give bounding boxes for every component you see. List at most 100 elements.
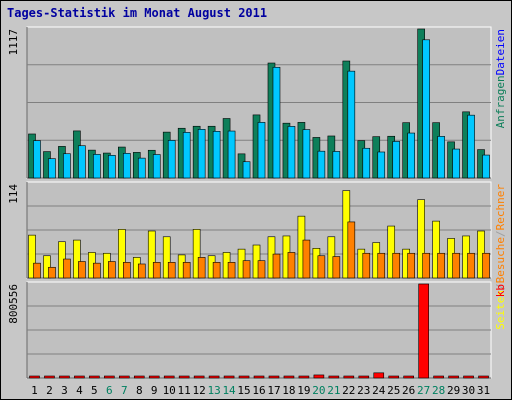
- bar-top-dateien-4: [78, 145, 86, 179]
- bar-bottom-kb-26: [403, 375, 414, 379]
- x-tick-label-6: 6: [106, 384, 113, 397]
- bar-middle-besuche-13: [212, 262, 221, 279]
- bar-bottom-kb-25: [388, 375, 400, 379]
- bar-top-dateien-31: [482, 154, 490, 179]
- bar-middle-besuche-16: [257, 260, 266, 279]
- x-tick-label-27: 27: [417, 384, 430, 397]
- bar-bottom-kb-5: [89, 375, 100, 379]
- bar-bottom-kb-19: [298, 375, 310, 379]
- x-tick-label-22: 22: [342, 384, 355, 397]
- bar-bottom-kb-12: [193, 375, 205, 379]
- bar-middle-besuche-15: [242, 260, 251, 279]
- x-tick-label-23: 23: [357, 384, 370, 397]
- series-legend-bottom: kb: [494, 284, 507, 297]
- legend-label-middle-0: Seiten: [494, 290, 507, 330]
- bar-middle-besuche-22: [347, 221, 356, 279]
- bar-top-dateien-16: [257, 122, 266, 179]
- bar-top-dateien-19: [302, 129, 311, 179]
- bar-top-dateien-18: [287, 126, 296, 179]
- bar-bottom-kb-31: [478, 375, 489, 379]
- bar-bottom-kb-7: [119, 375, 130, 379]
- bar-top-dateien-27: [422, 39, 430, 179]
- bar-bottom-kb-8: [133, 375, 145, 379]
- bar-middle-besuche-29: [452, 252, 460, 279]
- bar-top-dateien-12: [197, 129, 206, 179]
- series-legend-top: AnfragenDateien: [494, 29, 507, 128]
- legend-label-bottom-0: kb: [494, 284, 507, 297]
- bar-top-dateien-21: [332, 151, 341, 179]
- bar-middle-besuche-10: [167, 262, 176, 279]
- bar-bottom-kb-16: [253, 375, 265, 379]
- bar-middle-besuche-21: [332, 256, 341, 279]
- legend-label-middle-3: /: [494, 230, 507, 237]
- bar-middle-besuche-6: [108, 261, 116, 279]
- bar-bottom-kb-2: [44, 375, 55, 379]
- legend-label-top-1: Dateien: [494, 29, 507, 75]
- series-legend-middle: Seiten/Besuche/Rechner: [494, 184, 507, 330]
- bar-bottom-kb-20: [313, 374, 325, 379]
- x-tick-label-19: 19: [297, 384, 310, 397]
- bar-top-dateien-28: [437, 136, 445, 179]
- x-tick-label-7: 7: [121, 384, 128, 397]
- bar-middle-seiten-4: [73, 239, 81, 279]
- bar-middle-besuche-12: [197, 257, 206, 279]
- bar-bottom-kb-3: [59, 375, 70, 379]
- bar-top-dateien-24: [377, 151, 386, 179]
- x-tick-label-29: 29: [447, 384, 460, 397]
- bar-bottom-kb-13: [208, 375, 220, 379]
- bar-top-dateien-26: [407, 132, 415, 179]
- bar-bottom-kb-18: [283, 375, 295, 379]
- bar-bottom-kb-9: [148, 375, 160, 379]
- bar-middle-seiten-7: [118, 229, 126, 279]
- bar-middle-besuche-18: [287, 252, 296, 279]
- legend-label-middle-4: Rechner: [494, 184, 507, 231]
- x-tick-label-26: 26: [402, 384, 415, 397]
- bar-middle-besuche-9: [152, 262, 161, 279]
- x-tick-label-16: 16: [252, 384, 265, 397]
- bar-middle-seiten-1: [28, 234, 36, 279]
- bar-bottom-kb-10: [163, 375, 175, 379]
- x-tick-label-13: 13: [207, 384, 220, 397]
- x-tick-label-21: 21: [327, 384, 340, 397]
- x-tick-label-2: 2: [46, 384, 53, 397]
- bar-top-dateien-20: [317, 150, 326, 179]
- x-tick-label-18: 18: [282, 384, 295, 397]
- bar-middle-besuche-7: [123, 262, 131, 279]
- bar-middle-besuche-26: [407, 252, 415, 279]
- bar-middle-besuche-4: [78, 261, 86, 279]
- chart-title: Tages-Statistik im Monat August 2011: [7, 6, 268, 20]
- bar-middle-besuche-27: [422, 252, 430, 279]
- x-tick-label-31: 31: [477, 384, 490, 397]
- bar-middle-besuche-31: [482, 252, 490, 279]
- bar-middle-besuche-5: [93, 262, 101, 279]
- bar-bottom-kb-1: [29, 375, 40, 379]
- bar-middle-seiten-27: [417, 199, 425, 279]
- x-tick-label-28: 28: [432, 384, 445, 397]
- bar-top-dateien-6: [108, 155, 116, 179]
- x-tick-label-9: 9: [151, 384, 158, 397]
- x-tick-label-17: 17: [267, 384, 280, 397]
- bar-top-dateien-17: [272, 66, 281, 179]
- x-tick-label-12: 12: [193, 384, 206, 397]
- legend-label-middle-2: Besuche: [494, 237, 507, 283]
- bar-top-dateien-29: [452, 148, 460, 179]
- bar-top-dateien-7: [123, 153, 131, 179]
- bar-middle-besuche-1: [33, 262, 41, 279]
- bar-middle-besuche-3: [63, 258, 71, 279]
- bar-top-dateien-15: [242, 161, 251, 179]
- axis-max-label-bottom: 800556: [7, 284, 20, 324]
- bar-top-dateien-5: [93, 154, 101, 179]
- bar-bottom-kb-4: [74, 375, 85, 379]
- bar-bottom-kb-29: [448, 375, 459, 379]
- bar-middle-seiten-9: [147, 230, 156, 279]
- bar-middle-besuche-11: [182, 262, 191, 279]
- bar-top-dateien-22: [347, 70, 356, 179]
- bar-bottom-kb-21: [328, 375, 340, 379]
- bar-middle-besuche-19: [302, 239, 311, 279]
- bar-top-dateien-1: [33, 140, 41, 179]
- x-tick-label-14: 14: [222, 384, 236, 397]
- bar-middle-besuche-23: [362, 252, 371, 279]
- bar-top-dateien-25: [392, 141, 401, 179]
- bar-bottom-kb-22: [343, 375, 355, 379]
